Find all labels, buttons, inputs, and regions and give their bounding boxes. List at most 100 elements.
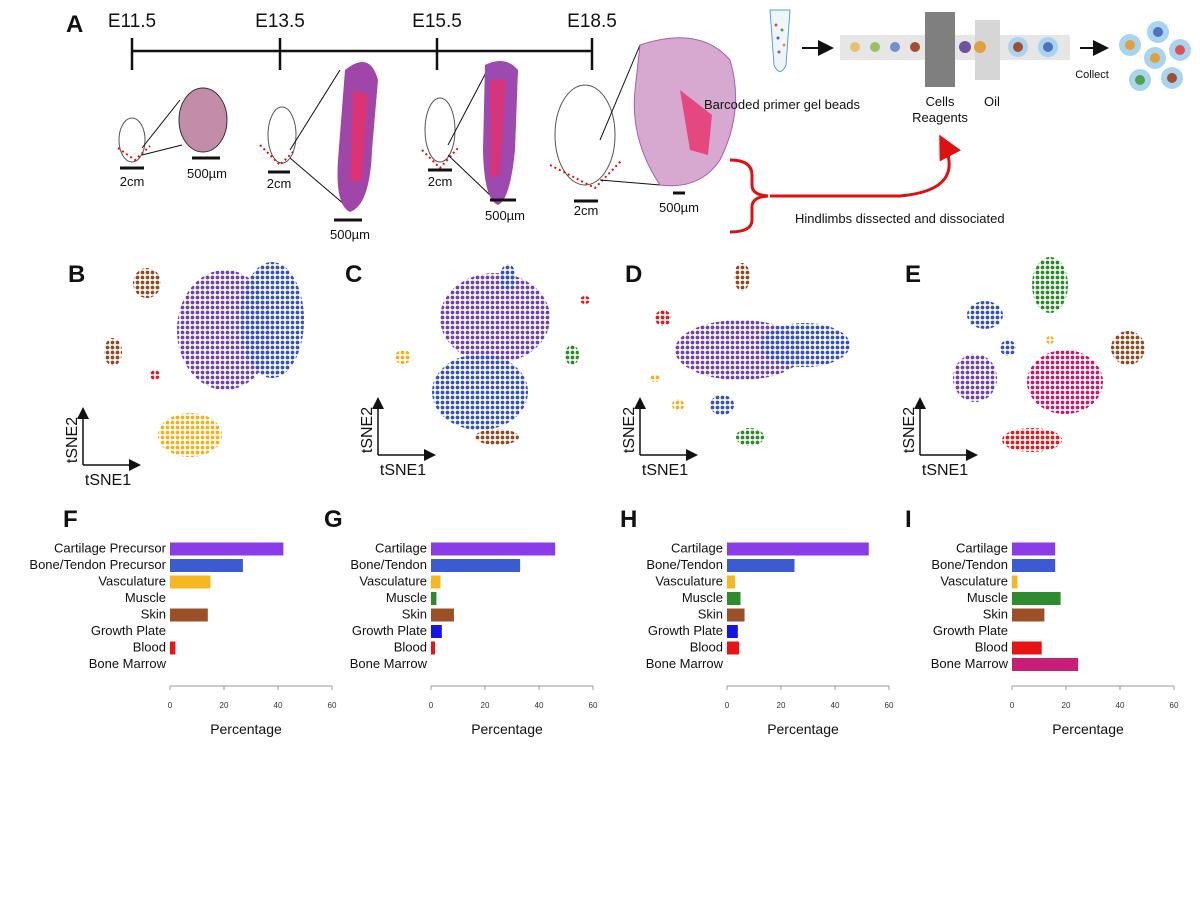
bar <box>1012 658 1079 671</box>
category-label: Blood <box>133 639 166 654</box>
axis-label: tSNE1 <box>380 462 426 479</box>
x-tick-label: 20 <box>220 701 229 710</box>
bracket <box>729 158 769 234</box>
bar <box>1012 592 1061 605</box>
category-label: Cartilage Precursor <box>54 540 167 555</box>
tube-beads <box>774 23 786 54</box>
category-label: Cartilage <box>956 540 1008 555</box>
category-label: Growth Plate <box>933 623 1008 638</box>
bar <box>1012 641 1042 655</box>
category-label: Bone Marrow <box>646 656 724 671</box>
category-label: Cartilage <box>671 540 723 555</box>
panel-label: B <box>68 261 85 288</box>
scale-label: 2cm <box>120 174 145 189</box>
x-tick-label: 60 <box>1170 701 1179 710</box>
timepoint: E18.5 <box>567 11 617 32</box>
bar <box>1012 559 1056 572</box>
axis-label: tSNE1 <box>642 462 688 479</box>
tsne-axes: BtSNE1tSNE2CtSNE1tSNE2DtSNE1tSNE2EtSNE1t… <box>64 261 978 489</box>
beads-label: Barcoded primer gel beads <box>704 97 861 112</box>
category-label: Muscle <box>386 590 427 605</box>
bar <box>431 641 436 655</box>
panel-label: D <box>625 261 642 288</box>
x-axis-title: Percentage <box>471 721 543 737</box>
category-label: Bone/Tendon <box>931 557 1008 572</box>
timepoint: E15.5 <box>412 11 462 32</box>
panel-label: C <box>345 261 362 288</box>
scale-label: 2cm <box>428 174 453 189</box>
bar <box>431 608 454 622</box>
bar <box>727 592 741 605</box>
bar <box>727 608 745 622</box>
axis-label: tSNE2 <box>64 417 81 463</box>
category-label: Vasculature <box>655 573 723 588</box>
axis-label: tSNE2 <box>621 407 638 453</box>
bar <box>1012 575 1018 589</box>
bar <box>727 542 869 556</box>
bar <box>431 542 556 556</box>
beads-label: Barcoded primer gel beads <box>704 97 861 112</box>
axis-label: tSNE2 <box>901 407 918 453</box>
category-label: Vasculature <box>359 573 427 588</box>
dissection-lines <box>117 144 623 190</box>
bar-charts: F Cartilage Precursor Bone/Tendon Precurso… <box>29 506 1179 737</box>
bar <box>170 575 211 589</box>
x-tick-label: 40 <box>1116 701 1125 710</box>
category-label: Skin <box>983 606 1008 621</box>
x-axis-title: Percentage <box>1052 721 1124 737</box>
channel-beads <box>850 37 1058 57</box>
bar <box>431 575 441 589</box>
x-tick-label: 0 <box>168 701 173 710</box>
category-label: Bone Marrow <box>350 656 428 671</box>
category-label: Bone/Tendon <box>350 557 427 572</box>
scale-label: 2cm <box>574 203 599 218</box>
histology-section <box>490 80 506 178</box>
bar <box>727 625 738 638</box>
x-tick-label: 60 <box>589 701 598 710</box>
bar <box>170 641 176 655</box>
tsne-clusters <box>104 257 1145 457</box>
bar <box>1012 608 1045 622</box>
bar <box>727 641 740 655</box>
reagents-label: Reagents <box>912 110 968 125</box>
timepoint: E13.5 <box>255 11 305 32</box>
panel-label: A <box>66 11 83 38</box>
tube <box>769 9 791 72</box>
droplets <box>1119 21 1191 91</box>
category-label: Blood <box>690 639 723 654</box>
panel-a: A E11.5 E13.5 E15.5 E18.5 <box>66 9 1191 242</box>
x-tick-label: 60 <box>328 701 337 710</box>
category-label: Growth Plate <box>648 623 723 638</box>
bar <box>431 625 442 638</box>
x-tick-label: 20 <box>777 701 786 710</box>
x-tick-label: 40 <box>831 701 840 710</box>
junction <box>925 12 955 87</box>
x-axis-title: Percentage <box>210 721 282 737</box>
category-label: Muscle <box>967 590 1008 605</box>
category-label: Skin <box>141 606 166 621</box>
category-label: Skin <box>402 606 427 621</box>
flow-arrow <box>770 134 961 198</box>
bar <box>431 592 437 605</box>
bar <box>431 559 521 572</box>
oil-label: Oil <box>984 94 1000 109</box>
category-label: Vasculature <box>98 573 166 588</box>
bar <box>170 542 284 556</box>
scale-label: 500µm <box>330 227 370 242</box>
x-tick-label: 0 <box>1010 701 1015 710</box>
axis-label: tSNE2 <box>359 407 376 453</box>
x-tick-label: 60 <box>885 701 894 710</box>
embryo-sketches <box>118 84 616 186</box>
axis-label: tSNE1 <box>922 462 968 479</box>
scale-label: 500µm <box>659 200 699 215</box>
scale-bars <box>120 156 685 222</box>
cells-label: Cells <box>926 94 955 109</box>
panel-label: H <box>620 506 637 533</box>
timepoint: E11.5 <box>108 11 156 32</box>
histology-section <box>178 87 228 153</box>
scale-label: 2cm <box>267 176 292 191</box>
bar <box>170 559 243 572</box>
bar <box>170 608 208 622</box>
collect-label: Collect <box>1075 69 1109 81</box>
